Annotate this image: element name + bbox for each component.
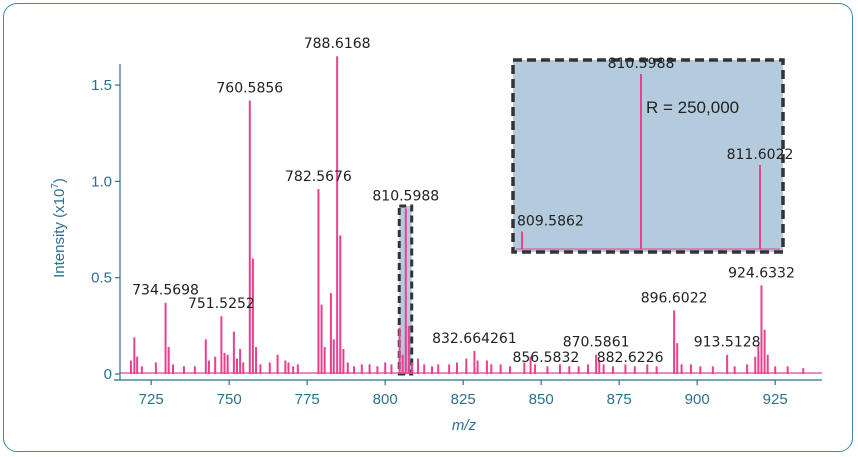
y-tick-label-0: 0 — [104, 366, 112, 383]
inset-peak-label-0: 809.5862 — [517, 214, 584, 230]
y-tick-label-2: 1.0 — [91, 173, 112, 190]
peak-label-11: 913.5128 — [694, 335, 761, 351]
x-tick-label-5: 850 — [529, 391, 554, 408]
peak-label-8: 870.5861 — [563, 335, 630, 351]
x-axis-title: m/z — [452, 417, 477, 434]
y-axis-title-exponent: 7 — [50, 183, 61, 189]
y-axis-title: Intensity (x107) — [50, 178, 68, 278]
peak-label-9: 882.6226 — [597, 350, 664, 366]
peak-label-0: 788.6168 — [304, 36, 371, 52]
x-tick-label-6: 875 — [607, 391, 632, 408]
y-tick-label-1: 0.5 — [91, 270, 112, 287]
x-tick-label-3: 800 — [373, 391, 398, 408]
axes: 0 0.5 1.0 1.5 725 750 775 800 825 850 875 900 925 — [91, 64, 822, 408]
x-tick-label-1: 750 — [217, 391, 242, 408]
inset-box — [511, 58, 785, 254]
peak-label-7: 856.5832 — [512, 350, 579, 366]
y-tick-label-3: 1.5 — [91, 77, 112, 94]
x-tick-label-2: 775 — [295, 391, 320, 408]
peak-label-6: 832.664261 — [432, 331, 517, 347]
peak-labels: 788.6168 760.5856 782.5676 810.5988 734.5698… — [132, 36, 795, 366]
peak-label-3: 810.5988 — [372, 188, 439, 204]
peak-label-5: 751.5252 — [188, 296, 255, 312]
peak-label-4: 734.5698 — [132, 283, 199, 299]
peak-label-12: 924.6332 — [728, 265, 795, 281]
y-axis-title-end: ) — [51, 178, 68, 183]
peak-label-10: 896.6022 — [641, 290, 708, 306]
inset-zoom: 809.5862 810.5988 811.6022 R = 250,000 — [511, 56, 794, 254]
spectrum-peaks — [120, 56, 822, 376]
inset-peak-label-2: 811.6022 — [727, 147, 794, 163]
x-tick-label-4: 825 — [451, 391, 476, 408]
inset-peak-label-1: 810.5988 — [608, 56, 675, 72]
x-tick-label-7: 900 — [685, 391, 710, 408]
x-tick-label-0: 725 — [139, 391, 164, 408]
resolution-label: R = 250,000 — [646, 98, 739, 117]
peak-label-2: 782.5676 — [285, 169, 352, 185]
peak-label-1: 760.5856 — [216, 81, 283, 97]
x-tick-label-8: 925 — [763, 391, 788, 408]
